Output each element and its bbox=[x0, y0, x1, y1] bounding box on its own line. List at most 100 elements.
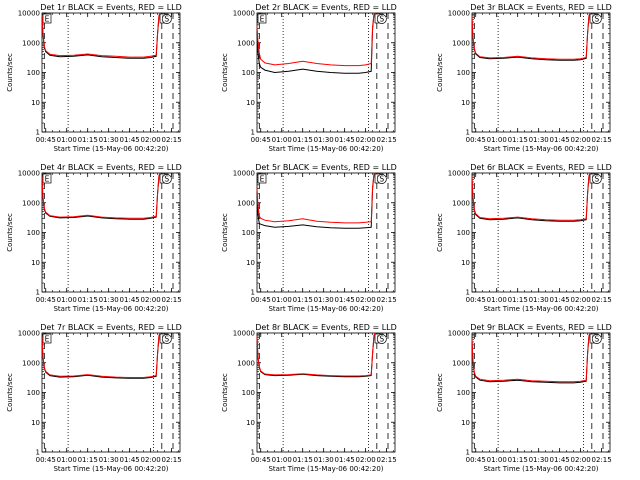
panel-title: Det 9r BLACK = Events, RED = LLD bbox=[470, 323, 612, 332]
black-series-line bbox=[256, 332, 376, 378]
flag-circle bbox=[161, 334, 172, 344]
y-tick-label: 1000 bbox=[452, 199, 470, 207]
x-tick-label: 02:15 bbox=[162, 136, 182, 144]
x-axis-label: Start Time (15-May-06 00:42:20) bbox=[53, 305, 168, 313]
y-tick-label: 10000 bbox=[18, 330, 40, 338]
x-tick-label: 01:15 bbox=[78, 456, 98, 464]
x-tick-label: 01:00 bbox=[487, 456, 507, 464]
x-tick-label: 00:45 bbox=[36, 456, 56, 464]
flag-box bbox=[257, 173, 267, 184]
red-series-line bbox=[41, 172, 161, 219]
y-tick-label: 10000 bbox=[18, 10, 40, 18]
x-tick-label: 01:15 bbox=[508, 136, 528, 144]
x-tick-label: 01:15 bbox=[78, 296, 98, 304]
flag-circle bbox=[591, 334, 602, 344]
y-tick-label: 10 bbox=[461, 259, 470, 267]
flag-circle bbox=[376, 174, 387, 184]
y-tick-label: 10 bbox=[461, 419, 470, 427]
flag-circle bbox=[161, 14, 172, 24]
x-tick-label: 02:00 bbox=[141, 136, 161, 144]
x-axis-label: Start Time (15-May-06 00:42:20) bbox=[483, 465, 598, 473]
y-tick-label: 10000 bbox=[448, 170, 470, 178]
y-tick-label: 100 bbox=[27, 389, 40, 397]
y-tick-label: 100 bbox=[457, 69, 470, 77]
red-series-line bbox=[471, 12, 591, 60]
flag-label: E bbox=[45, 335, 50, 344]
flag-circle bbox=[376, 334, 387, 344]
y-tick-label: 1000 bbox=[237, 39, 255, 47]
x-tick-label: 00:45 bbox=[466, 136, 486, 144]
x-axis-label: Start Time (15-May-06 00:42:20) bbox=[53, 465, 168, 473]
x-tick-label: 01:30 bbox=[529, 136, 549, 144]
y-tick-label: 10000 bbox=[448, 330, 470, 338]
flag-label: S bbox=[164, 175, 169, 184]
flag-label: S bbox=[594, 175, 599, 184]
y-tick-label: 1000 bbox=[22, 39, 40, 47]
plot-frame bbox=[41, 12, 181, 133]
black-series-line bbox=[41, 172, 161, 220]
y-tick-label: 10 bbox=[461, 99, 470, 107]
panel-det-1: Det 1r BLACK = Events, RED = LLD 1 10 100 10… bbox=[6, 3, 182, 153]
x-tick-label: 01:00 bbox=[272, 296, 292, 304]
x-tick-label: 01:00 bbox=[57, 136, 77, 144]
black-series-line bbox=[256, 172, 376, 229]
y-tick-label: 100 bbox=[242, 389, 255, 397]
x-tick-label: 01:00 bbox=[487, 136, 507, 144]
flag-label: S bbox=[379, 175, 384, 184]
x-tick-label: 01:30 bbox=[314, 296, 334, 304]
flag-label: E bbox=[45, 15, 50, 24]
y-axis-label: Counts/sec bbox=[436, 53, 444, 92]
x-tick-label: 01:45 bbox=[550, 296, 570, 304]
x-axis-label: Start Time (15-May-06 00:42:20) bbox=[483, 305, 598, 313]
y-tick-label: 10 bbox=[246, 99, 255, 107]
y-tick-label: 1000 bbox=[22, 199, 40, 207]
x-tick-label: 01:30 bbox=[314, 456, 334, 464]
y-tick-label: 10000 bbox=[233, 330, 255, 338]
y-tick-label: 1 bbox=[36, 449, 40, 457]
x-tick-label: 02:00 bbox=[356, 456, 376, 464]
plot-frame bbox=[256, 332, 396, 453]
x-tick-label: 01:15 bbox=[293, 296, 313, 304]
x-tick-label: 01:45 bbox=[550, 456, 570, 464]
x-tick-label: 01:45 bbox=[120, 456, 140, 464]
x-axis-label: Start Time (15-May-06 00:42:20) bbox=[268, 145, 383, 153]
y-axis-label: Counts/sec bbox=[436, 373, 444, 412]
y-tick-label: 1 bbox=[466, 129, 470, 137]
y-axis-label: Counts/sec bbox=[221, 373, 229, 412]
y-tick-label: 100 bbox=[242, 229, 255, 237]
x-tick-label: 01:45 bbox=[335, 136, 355, 144]
plot-frame bbox=[256, 172, 396, 293]
x-tick-label: 00:45 bbox=[466, 456, 486, 464]
x-tick-label: 01:15 bbox=[293, 136, 313, 144]
x-tick-label: 02:15 bbox=[592, 456, 612, 464]
x-tick-label: 00:45 bbox=[36, 296, 56, 304]
x-tick-label: 02:15 bbox=[377, 456, 397, 464]
panel-title: Det 4r BLACK = Events, RED = LLD bbox=[40, 163, 182, 172]
y-tick-label: 10000 bbox=[233, 170, 255, 178]
x-tick-label: 01:30 bbox=[99, 296, 119, 304]
x-tick-label: 01:15 bbox=[78, 136, 98, 144]
x-tick-label: 02:00 bbox=[571, 456, 591, 464]
y-tick-label: 1 bbox=[251, 129, 255, 137]
x-tick-label: 01:45 bbox=[335, 296, 355, 304]
x-tick-label: 02:00 bbox=[141, 456, 161, 464]
flag-label: E bbox=[260, 175, 265, 184]
panel-det-7: Det 7r BLACK = Events, RED = LLD 1 10 100 10… bbox=[6, 323, 182, 473]
plot-frame bbox=[41, 172, 181, 293]
y-tick-label: 10000 bbox=[448, 10, 470, 18]
x-tick-label: 02:15 bbox=[592, 136, 612, 144]
panel-title: Det 7r BLACK = Events, RED = LLD bbox=[40, 323, 182, 332]
flag-label: S bbox=[164, 335, 169, 344]
y-tick-label: 1000 bbox=[22, 359, 40, 367]
red-series-line bbox=[471, 172, 591, 221]
flag-box bbox=[257, 13, 267, 24]
flag-label: S bbox=[164, 15, 169, 24]
flag-circle bbox=[161, 174, 172, 184]
y-tick-label: 10 bbox=[246, 259, 255, 267]
red-series-line bbox=[256, 332, 376, 377]
x-tick-label: 01:45 bbox=[550, 136, 570, 144]
panel-title: Det 1r BLACK = Events, RED = LLD bbox=[40, 3, 182, 12]
y-tick-label: 100 bbox=[457, 389, 470, 397]
panel-det-2: Det 2r BLACK = Events, RED = LLD 1 10 100 10… bbox=[221, 3, 397, 153]
